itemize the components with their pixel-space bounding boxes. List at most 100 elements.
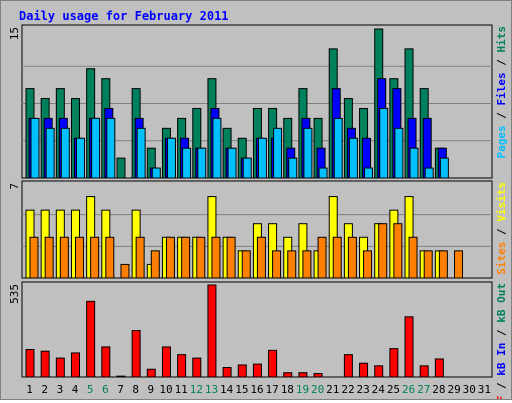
bar-sites-day-2 [44, 236, 54, 279]
bar-sites-day-5 [90, 236, 100, 279]
x-tick-label-day-18: 18 [281, 383, 294, 396]
legend-entry: / [495, 376, 508, 396]
legend-entry: / [495, 222, 508, 242]
bar-sites-day-1 [29, 236, 39, 279]
bar-kb-f-day-10 [161, 346, 171, 378]
bar-pages-day-12 [197, 147, 207, 179]
chart-title: Daily usage for February 2011 [19, 9, 229, 23]
bar-sites-day-25 [393, 223, 403, 279]
bar-pages-day-19 [303, 127, 313, 179]
panel-kbytes-ymax-label: 535 [8, 284, 21, 304]
x-tick-label-day-4: 4 [72, 383, 79, 396]
bar-sites-day-19 [302, 250, 312, 279]
x-tick-label-day-2: 2 [41, 383, 48, 396]
legend-entry: Hits [495, 26, 508, 53]
bar-pages-day-25 [394, 127, 404, 179]
x-tick-label-day-27: 27 [417, 383, 430, 396]
bar-hits-day-7 [116, 157, 126, 179]
panel-kbytes-legend: kB F / kB In / kB Out [495, 283, 508, 399]
bar-sites-day-11 [181, 236, 191, 279]
bar-kb-f-day-2 [40, 350, 50, 378]
bar-sites-day-10 [165, 236, 175, 279]
bar-kb-f-day-3 [55, 357, 65, 378]
bar-kb-f-day-23 [359, 362, 369, 378]
bar-pages-day-13 [212, 117, 222, 179]
legend-entry: / [495, 106, 508, 126]
x-tick-label-day-28: 28 [432, 383, 445, 396]
bar-sites-day-9 [150, 250, 160, 279]
bar-sites-day-28 [438, 250, 448, 279]
x-tick-label-day-12: 12 [190, 383, 203, 396]
bar-kb-f-day-28 [434, 358, 444, 378]
bar-pages-day-9 [151, 167, 161, 179]
bar-pages-day-6 [106, 117, 116, 179]
bar-pages-day-1 [30, 117, 40, 179]
bar-kb-f-day-11 [177, 354, 187, 378]
bar-kb-f-day-19 [298, 372, 308, 378]
bar-kb-f-day-6 [101, 346, 111, 378]
bar-sites-day-18 [287, 250, 297, 279]
bar-kb-f-day-12 [192, 357, 202, 378]
bar-pages-day-17 [273, 127, 283, 179]
bar-kb-f-day-1 [25, 348, 35, 378]
x-tick-label-day-1: 1 [26, 383, 33, 396]
x-tick-label-day-5: 5 [87, 383, 94, 396]
bar-kb-f-day-14 [222, 367, 232, 378]
bar-pages-day-14 [227, 147, 237, 179]
bar-pages-day-21 [333, 117, 343, 179]
bar-pages-day-18 [288, 157, 298, 179]
x-tick-label-day-3: 3 [57, 383, 64, 396]
x-tick-label-day-23: 23 [357, 383, 370, 396]
bar-sites-day-17 [272, 250, 282, 279]
bar-sites-day-21 [332, 236, 342, 279]
bar-sites-day-27 [423, 250, 433, 279]
legend-entry: Pages [495, 125, 508, 158]
bar-pages-day-27 [424, 167, 434, 179]
bar-sites-day-13 [211, 236, 221, 279]
bar-pages-day-28 [439, 157, 449, 179]
bar-sites-day-3 [59, 236, 69, 279]
bar-kb-f-day-24 [374, 365, 384, 378]
bar-kb-f-day-20 [313, 373, 323, 378]
bar-sites-day-16 [256, 236, 266, 279]
bar-pages-day-8 [136, 127, 146, 179]
bar-pages-day-5 [91, 117, 101, 179]
legend-entry: Files [495, 72, 508, 105]
bar-sites-day-22 [347, 236, 357, 279]
panel-kbytes-plot [21, 281, 493, 378]
bar-pages-day-2 [45, 127, 55, 179]
x-tick-label-day-14: 14 [220, 383, 234, 396]
legend-entry: Visits [495, 182, 508, 222]
x-tick-label-day-22: 22 [341, 383, 354, 396]
bar-pages-day-3 [60, 127, 70, 179]
bar-kb-f-day-22 [343, 354, 353, 378]
bar-sites-day-20 [317, 236, 327, 279]
bar-pages-day-15 [242, 157, 252, 179]
legend-entry: / [495, 53, 508, 73]
bar-sites-day-15 [241, 250, 251, 279]
bar-pages-day-23 [364, 167, 374, 179]
bar-kb-f-day-9 [146, 368, 156, 378]
x-tick-label-day-17: 17 [266, 383, 279, 396]
bar-pages-day-16 [257, 137, 267, 179]
bar-pages-day-20 [318, 167, 328, 179]
bar-pages-day-11 [182, 147, 192, 179]
x-tick-label-day-26: 26 [402, 383, 415, 396]
x-tick-label-day-21: 21 [326, 383, 339, 396]
bar-sites-day-23 [363, 250, 373, 279]
panel-visits-sites-ymax-label: 7 [8, 183, 21, 190]
x-tick-label-day-15: 15 [235, 383, 248, 396]
bar-kb-f-day-13 [207, 284, 217, 378]
bar-pages-day-4 [75, 137, 85, 179]
x-tick-label-day-24: 24 [372, 383, 386, 396]
bar-sites-day-8 [135, 236, 145, 279]
legend-entry: / [495, 323, 508, 343]
x-tick-label-day-8: 8 [132, 383, 139, 396]
legend-entry: Sites [495, 242, 508, 275]
x-tick-label-day-9: 9 [148, 383, 155, 396]
bar-kb-f-day-4 [70, 352, 80, 378]
bar-sites-day-6 [105, 236, 115, 279]
bar-kb-f-day-26 [404, 316, 414, 378]
x-tick-label-day-30: 30 [463, 383, 476, 396]
